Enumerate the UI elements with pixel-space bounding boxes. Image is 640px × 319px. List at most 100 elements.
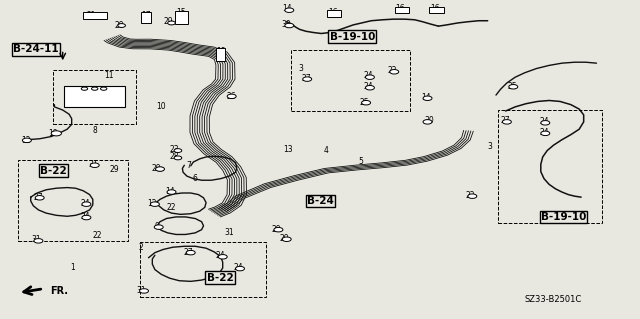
Text: 29: 29 (271, 225, 282, 234)
Text: B-19-10: B-19-10 (330, 32, 375, 42)
Bar (395, 7, 409, 13)
Circle shape (227, 94, 236, 99)
Bar (53, 70, 136, 124)
Text: 31: 31 (136, 286, 146, 295)
Bar (498, 110, 602, 223)
Circle shape (90, 163, 99, 167)
Text: 4: 4 (324, 146, 329, 155)
Text: 14: 14 (420, 93, 431, 102)
Text: 16: 16 (395, 4, 405, 13)
Text: 22: 22 (466, 191, 475, 200)
Text: 7: 7 (186, 161, 191, 170)
Bar (216, 48, 225, 61)
Circle shape (285, 8, 294, 12)
Circle shape (34, 239, 43, 243)
Text: 27: 27 (184, 248, 194, 256)
Circle shape (423, 120, 432, 124)
Text: B-24-11: B-24-11 (13, 44, 58, 55)
Circle shape (509, 85, 518, 89)
Text: B-24: B-24 (307, 196, 334, 206)
Circle shape (168, 21, 175, 25)
Text: 14: 14 (282, 4, 292, 13)
Circle shape (156, 167, 164, 171)
Text: 24: 24 (539, 117, 549, 126)
Text: 24: 24 (363, 82, 373, 91)
Bar (327, 10, 341, 17)
Text: B-22: B-22 (207, 272, 234, 283)
Bar (141, 12, 151, 23)
Circle shape (541, 121, 550, 125)
Bar (175, 11, 188, 24)
Circle shape (303, 77, 312, 81)
Text: 31: 31 (88, 160, 98, 169)
Text: SZ33-B2501C: SZ33-B2501C (525, 295, 582, 304)
Text: 29: 29 (152, 164, 162, 173)
Text: 27: 27 (301, 74, 311, 83)
Text: 30: 30 (282, 20, 292, 29)
Text: 12: 12 (21, 136, 30, 145)
Text: 13: 13 (283, 145, 293, 154)
Circle shape (365, 75, 374, 79)
Circle shape (541, 131, 550, 136)
Text: 14: 14 (164, 187, 175, 196)
Bar (429, 7, 444, 13)
Circle shape (274, 227, 283, 232)
Circle shape (423, 96, 432, 100)
Text: 11: 11 (104, 71, 113, 80)
Circle shape (362, 100, 371, 105)
Bar (140, 242, 266, 297)
Text: 24: 24 (363, 71, 373, 80)
Text: 18: 18 (216, 47, 225, 56)
Text: 2: 2 (138, 243, 143, 252)
Text: 28: 28 (170, 152, 179, 161)
Text: 26: 26 (227, 92, 237, 101)
Circle shape (174, 149, 182, 152)
Circle shape (390, 70, 399, 74)
Bar (64, 86, 125, 107)
Bar (291, 50, 410, 111)
Circle shape (365, 85, 374, 90)
Circle shape (285, 23, 294, 28)
Text: 19: 19 (48, 129, 58, 138)
Text: 3: 3 (487, 142, 492, 151)
Circle shape (218, 255, 227, 259)
Text: 6: 6 (193, 174, 198, 182)
Text: B-19-10: B-19-10 (541, 212, 586, 222)
Text: 25: 25 (507, 82, 517, 91)
Text: 8: 8 (92, 126, 97, 135)
Circle shape (100, 87, 107, 90)
Text: 23: 23 (169, 145, 179, 154)
Text: 21: 21 (87, 11, 96, 20)
Text: B-22: B-22 (40, 166, 67, 176)
Text: 31: 31 (224, 228, 234, 237)
Text: 27: 27 (33, 193, 44, 202)
Circle shape (156, 167, 164, 171)
Circle shape (154, 225, 163, 229)
Text: 31: 31 (31, 235, 42, 244)
Text: 16: 16 (430, 4, 440, 13)
Circle shape (140, 289, 148, 293)
Text: 25: 25 (360, 98, 370, 107)
Circle shape (282, 237, 291, 241)
Text: 27: 27 (500, 116, 511, 125)
Circle shape (174, 156, 182, 160)
Text: 29: 29 (163, 17, 173, 26)
Text: 22: 22 (167, 203, 176, 212)
Text: 22: 22 (93, 231, 102, 240)
Circle shape (92, 87, 98, 90)
Text: 24: 24 (80, 212, 90, 221)
Text: 24: 24 (216, 251, 226, 260)
Bar (83, 12, 107, 19)
Text: FR.: FR. (50, 286, 68, 296)
Text: 24: 24 (80, 199, 90, 208)
Circle shape (82, 202, 91, 206)
Text: 10: 10 (156, 102, 166, 111)
Text: 22: 22 (388, 66, 397, 75)
Bar (18, 160, 128, 241)
Circle shape (81, 87, 88, 90)
Circle shape (502, 120, 511, 124)
Circle shape (150, 202, 159, 206)
Text: 12: 12 (148, 199, 157, 208)
Circle shape (51, 131, 61, 136)
Circle shape (35, 196, 44, 200)
